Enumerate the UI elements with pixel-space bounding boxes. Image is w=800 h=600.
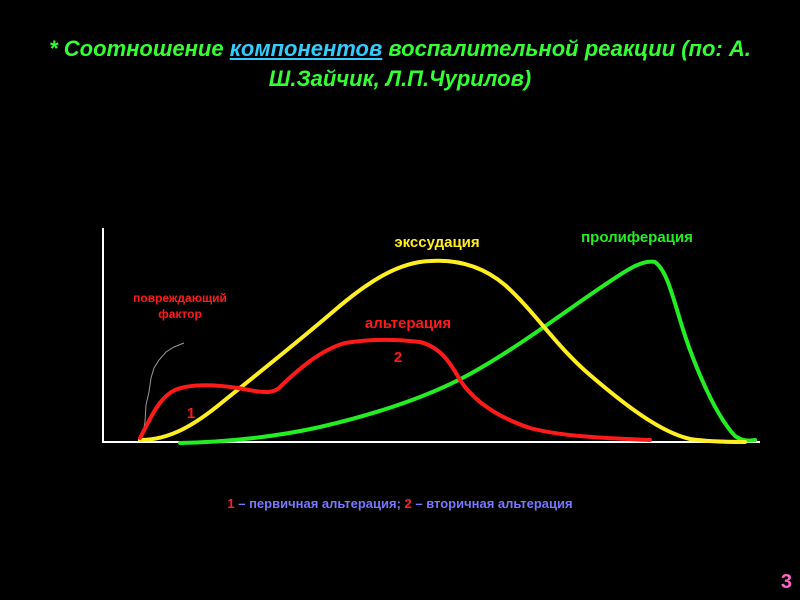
legend-text-1: – первичная альтерация; (234, 496, 405, 511)
exudation-label: экссудация (394, 234, 479, 251)
legend: 1 – первичная альтерация; 2 – вторичная … (0, 496, 800, 511)
proliferation-label: пролиферация (581, 229, 693, 246)
damaging-factor-label-line1: повреждающий (133, 291, 227, 305)
title-suffix: воспалительной реакции (по: А. Ш.Зайчик,… (268, 36, 751, 91)
damaging-factor-line (141, 342, 185, 439)
legend-num-1: 1 (227, 496, 235, 511)
slide-title: * Соотношение компонентов воспалительной… (0, 34, 800, 94)
exudation-curve (138, 258, 747, 444)
proliferation-curve (178, 259, 757, 445)
legend-num-2: 2 (404, 496, 412, 511)
alteration-label: альтерация (365, 315, 451, 332)
legend-text-2: – вторичная альтерация (411, 496, 573, 511)
secondary-alteration-marker: 2 (394, 349, 402, 366)
alteration-curve (138, 337, 652, 442)
title-prefix: * Соотношение (49, 36, 230, 61)
damaging-factor-label-line2: фактор (158, 307, 202, 321)
primary-alteration-marker: 1 (187, 405, 195, 422)
page-number: 3 (780, 571, 792, 593)
title-link[interactable]: компонентов (229, 36, 383, 61)
